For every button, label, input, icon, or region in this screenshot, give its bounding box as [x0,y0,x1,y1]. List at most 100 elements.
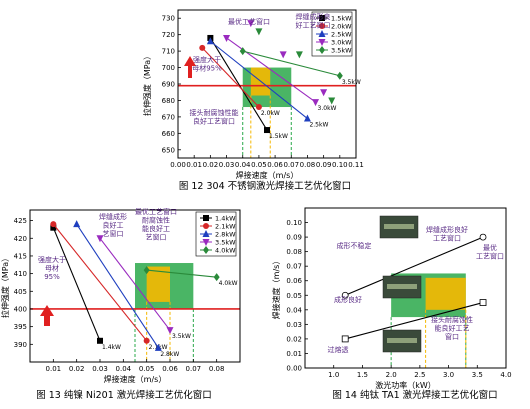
fig12-ytick-label: 650 [162,146,175,154]
fig13-series-line [52,223,148,342]
fig13-series-point [50,224,57,231]
fig14-xtick-label: 3.0 [443,371,454,379]
fig13-caption: 图 13 纯镍 Ni201 激光焊接工艺优化窗口 [36,389,212,401]
fig12-annotation-forming-line: 好工艺窗口 [296,21,331,30]
fig13-xtick-label: 0.01 [46,365,62,373]
fig14-xlabel: 激光功率（kW） [375,380,436,390]
fig12-legend-marker [319,15,325,21]
fig12-strength-arrow [184,56,196,78]
fig12-ytick-label: 710 [162,48,175,56]
fig12-legend-marker [318,30,326,37]
fig12-chart: 0.00 0.01 0.02 0.03 0.04 0.05 0.06 0.07 0.08 0.09… [142,9,364,180]
fig13-xtick-label: 0.07 [186,365,202,373]
fig12-ytick-label: 700 [162,64,175,72]
fig12-annotation-forming-line: 焊缝成形良 [296,12,331,21]
fig14-annotation-corrosion-line: 能良好工艺 [435,324,470,333]
fig13-ytick-label: 415 [14,252,27,260]
fig12-extra-point [255,28,263,36]
fig13-xtick-label: 0.04 [116,365,132,373]
fig14-weld-bead [387,338,417,343]
fig13-strength-arrow [40,305,54,326]
fig14-xtick-label: 2.0 [386,371,397,379]
fig12-series-point [336,71,343,80]
fig12-ylabel: 拉伸强度（MPa） [142,52,152,116]
fig14-ytick-label: 0.06 [286,277,302,285]
fig14-ytick-label: 0.10 [286,219,302,227]
fig13-xlabel: 焊接速度（m/s） [104,374,167,384]
fig14-chart: 1.0 1.5 2.0 2.5 3.0 3.5 4.0 0.00 0.01 0.02 0.03 0.0… [271,207,512,390]
fig13-annotation-strength-line: 母材 [45,264,59,273]
fig12-extra-point [279,51,287,59]
fig12-extra-point [320,89,328,97]
fig12-extra-point [328,97,336,105]
fig13-xtick-label: 0.03 [92,365,108,373]
fig13-annotation-optimal-line: 耐腐蚀性 [142,216,170,225]
fig13-series-end-label: 4.0kW [219,280,238,287]
fig14-series-point [341,291,349,299]
fig14-annotation-good-line: 成形良好 [334,295,362,304]
fig12-series-point [255,104,262,111]
fig14-annotation-optimal-line: 工艺窗口 [476,252,504,261]
fig13-legend-marker [203,246,209,254]
fig12-annotation-optimal-line: 最优工艺窗口 [228,17,270,26]
fig14-annotation-forming-line: 焊缝成形良好 [426,225,468,234]
fig14-ytick-label: 0.08 [286,248,302,256]
fig13-annotation-forming-line: 良好工 [103,221,124,230]
fig12-annotation-strength-line: 强度大于 [193,55,221,64]
fig14-ylabel: 焊接速度（m/s） [271,257,281,320]
fig13-legend-label: 1.4kW [215,214,236,222]
fig13-annotation-strength-line: 强度大于 [38,255,66,264]
fig14-annotation-good: 成形良好 [334,295,362,304]
fig12-annotation-forming: 焊缝成形良好工艺窗口 [296,12,331,30]
fig13-annotation-strength-line: 95% [44,273,60,281]
fig12-annotation-strength-line: 母材95% [192,64,222,73]
fig13-legend-marker [202,230,210,237]
fig12-ytick-label: 730 [162,15,175,23]
fig13-series-point [143,266,150,275]
fig13-annotation-optimal-line: 能良好工 [142,224,170,233]
fig12-legend-marker [318,39,326,46]
fig13-legend-label: 4.0kW [215,246,236,254]
fig14-ytick-label: 0.04 [286,306,302,314]
fig12-annotation-optimal: 最优工艺窗口 [228,17,270,26]
fig14-annotation-overmelt-line: 过熔透 [328,345,349,354]
fig12-series-line [210,40,308,119]
fig12-legend-label: 3.5kW [331,46,352,54]
fig13-series-end-label: 1.4kW [102,344,121,351]
fig14-ytick-label: 0.09 [286,234,302,242]
fig12-legend-label: 1.5kW [331,14,352,22]
fig13-series-point [154,343,162,351]
fig14-series-point [341,335,349,343]
fig13-legend-label: 2.1kW [215,222,236,230]
fig14-weld-bead [384,224,414,229]
fig12-series-end-label: 3.0kW [318,105,337,112]
fig14-annotation-optimal-line: 最优 [483,243,497,252]
fig13-ytick-label: 395 [14,323,27,331]
fig12-legend-label: 2.0kW [331,22,352,30]
fig14-plot-frame [304,207,507,369]
fig12-xlabel: 焊接速度（m/s） [236,170,299,180]
fig13-series-point [97,337,103,344]
fig12-series-point [199,44,206,51]
fig12-xtick-label: 0.03 [219,161,235,169]
fig13-xtick-label: 0.08 [209,365,225,373]
fig12-series-end-label: 2.0kW [261,110,280,117]
fig12-annotation-corrosion: 接头耐腐蚀性能良好工艺窗口 [190,108,239,126]
fig14-ytick-label: 0.05 [286,292,302,300]
fig12-ytick-label: 690 [162,81,175,89]
fig14-ytick-label: 0.01 [286,350,302,358]
fig12-series-point [312,99,320,107]
fig14-ytick-label: 0.02 [286,335,302,343]
fig14-annotation-forming-line: 工艺窗口 [433,234,461,243]
fig12-xtick-label: 0.02 [203,161,219,169]
fig13-annotation-optimal-line: 最优工艺窗口 [135,207,177,216]
fig13-annotation-strength: 强度大于母材 95% [38,255,66,281]
fig12-legend-label: 3.0kW [331,38,352,46]
fig14-xtick-label: 2.5 [414,371,425,379]
fig12-xtick-label: 0.11 [348,161,364,169]
fig14-series-line [345,302,484,340]
fig13-series-line [146,269,217,278]
